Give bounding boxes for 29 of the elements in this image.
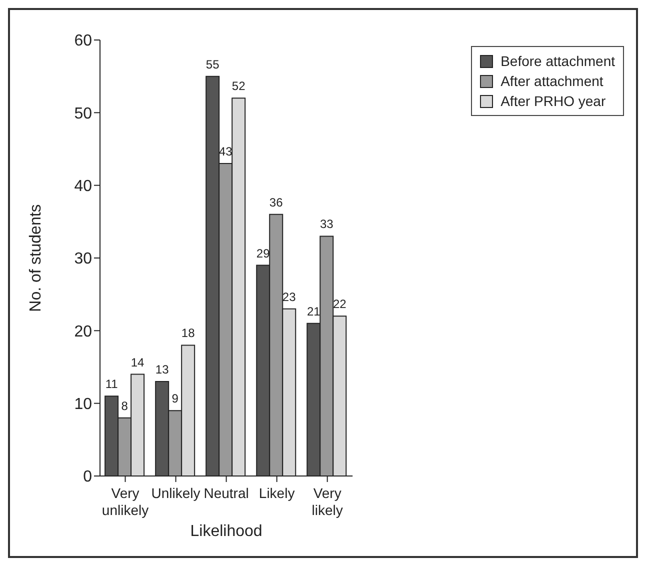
x-tick-label: Very likely	[312, 485, 343, 518]
y-tick-label: 60	[74, 32, 92, 50]
data-label: 36	[269, 195, 284, 210]
y-tick-label: 50	[74, 105, 92, 122]
data-label: 33	[320, 217, 334, 232]
legend-label: After PRHO year	[500, 92, 606, 111]
y-axis-title: No. of students	[28, 204, 45, 312]
y-tick-label: 0	[83, 468, 92, 486]
legend-label: Before attachment	[500, 52, 615, 71]
x-axis-title: Likelihood	[190, 523, 262, 540]
data-label: 9	[172, 392, 179, 406]
data-label: 52	[232, 79, 246, 94]
y-tick-label: 10	[74, 396, 92, 414]
data-label: 18	[181, 326, 196, 340]
data-label: 13	[155, 362, 170, 377]
x-tick-label: Very unlikely	[102, 485, 149, 518]
legend-label: After attachment	[500, 72, 604, 91]
x-tick-label: Neutral	[204, 485, 249, 501]
data-label: 22	[332, 297, 347, 312]
x-tick-label: Likely	[258, 485, 295, 501]
y-tick-label: 40	[74, 178, 92, 196]
data-label: 11	[105, 377, 118, 392]
data-label: 55	[206, 57, 220, 72]
data-label: 8	[121, 398, 128, 413]
data-label: 23	[282, 290, 296, 304]
y-tick-label: 30	[74, 250, 92, 268]
x-tick-label: Unlikely	[151, 485, 200, 501]
y-tick-label: 20	[74, 323, 92, 340]
data-label: 14	[130, 355, 145, 370]
